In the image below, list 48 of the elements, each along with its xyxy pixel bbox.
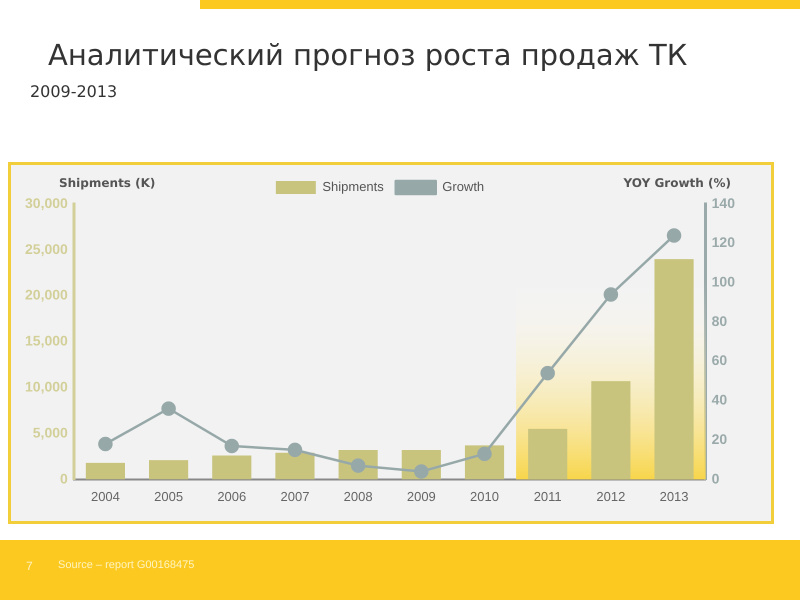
y-axis-title: Shipments (K) <box>59 176 156 190</box>
bar <box>528 428 568 480</box>
x-tick-label: 2006 <box>217 488 246 504</box>
point <box>666 228 682 243</box>
y-tick-label: 15,000 <box>24 332 68 349</box>
legend-label: Shipments <box>322 179 384 194</box>
y-tick-label: 20,000 <box>24 286 68 303</box>
y2-tick-label: 40 <box>712 392 728 408</box>
x-tick-label: 2008 <box>344 488 373 504</box>
x-tick-label: 2005 <box>154 488 184 504</box>
legend-label: Growth <box>442 179 484 194</box>
y2-tick-label: 140 <box>712 194 736 211</box>
x-tick-label: 2011 <box>534 488 562 504</box>
text: 7 <box>26 559 33 573</box>
point <box>540 366 555 380</box>
x-tick-label: 2013 <box>660 488 689 504</box>
y2-tick-label: 0 <box>712 470 720 486</box>
point <box>224 438 240 454</box>
y2-tick-label: 100 <box>712 274 736 290</box>
chart-subtitle: 2009-2013 <box>30 82 118 101</box>
chart-title: Аналитический прогноз роста продаж ТК <box>48 38 688 72</box>
bar <box>149 460 188 480</box>
x-tick-label: 2012 <box>596 488 626 504</box>
y-tick-label: 25,000 <box>24 240 68 257</box>
x-tick-label: 2007 <box>280 488 310 504</box>
source-note: Source – report G00168475 <box>58 559 194 571</box>
bar <box>654 259 694 480</box>
point <box>477 446 492 462</box>
y-tick-label: 5,000 <box>32 424 68 440</box>
x-tick-label: 2010 <box>470 488 499 504</box>
point <box>604 287 618 302</box>
y2-tick-label: 20 <box>712 430 728 447</box>
y2-tick-label: 120 <box>712 234 736 250</box>
y-tick-label: 0 <box>60 470 68 486</box>
point <box>161 401 176 416</box>
y-tick-label: 10,000 <box>24 378 68 394</box>
bar <box>591 381 630 480</box>
point <box>288 442 302 458</box>
point <box>98 436 113 452</box>
y2-tick-label: 80 <box>712 312 728 329</box>
y2-tick-label: 60 <box>712 352 728 368</box>
x-tick-label: 2004 <box>90 488 120 504</box>
bar <box>212 456 252 480</box>
bar <box>275 452 315 480</box>
y-tick-label: 30,000 <box>24 194 68 211</box>
bar <box>86 462 125 480</box>
y2-axis-title: YOY Growth (%) <box>622 176 731 190</box>
x-tick-label: 2009 <box>406 488 436 504</box>
